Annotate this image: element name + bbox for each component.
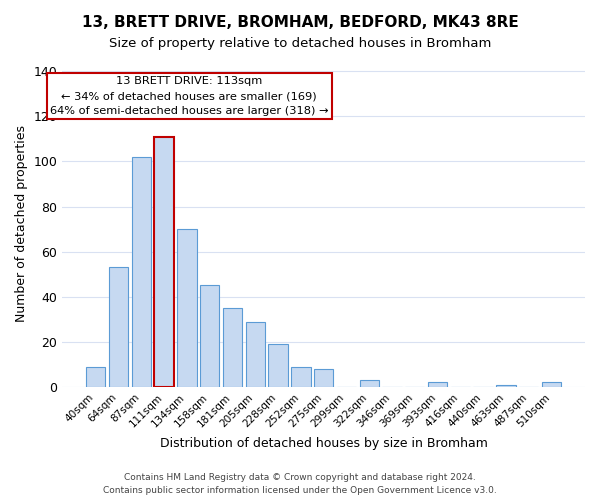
Bar xyxy=(428,382,447,387)
Bar xyxy=(109,268,128,387)
Text: 13, BRETT DRIVE, BROMHAM, BEDFORD, MK43 8RE: 13, BRETT DRIVE, BROMHAM, BEDFORD, MK43 … xyxy=(82,15,518,30)
Bar xyxy=(223,308,242,387)
Bar xyxy=(131,157,151,387)
Bar xyxy=(177,229,197,387)
Text: Contains HM Land Registry data © Crown copyright and database right 2024.
Contai: Contains HM Land Registry data © Crown c… xyxy=(103,474,497,495)
Bar xyxy=(200,286,220,387)
Bar xyxy=(245,322,265,387)
X-axis label: Distribution of detached houses by size in Bromham: Distribution of detached houses by size … xyxy=(160,437,488,450)
Bar xyxy=(86,366,106,387)
Bar xyxy=(359,380,379,387)
Bar xyxy=(291,366,311,387)
Bar xyxy=(496,384,515,387)
Bar xyxy=(314,369,334,387)
Text: Size of property relative to detached houses in Bromham: Size of property relative to detached ho… xyxy=(109,38,491,51)
Text: 13 BRETT DRIVE: 113sqm
← 34% of detached houses are smaller (169)
64% of semi-de: 13 BRETT DRIVE: 113sqm ← 34% of detached… xyxy=(50,76,328,116)
Y-axis label: Number of detached properties: Number of detached properties xyxy=(15,125,28,322)
Bar xyxy=(154,136,174,387)
Bar xyxy=(542,382,561,387)
Bar xyxy=(268,344,288,387)
